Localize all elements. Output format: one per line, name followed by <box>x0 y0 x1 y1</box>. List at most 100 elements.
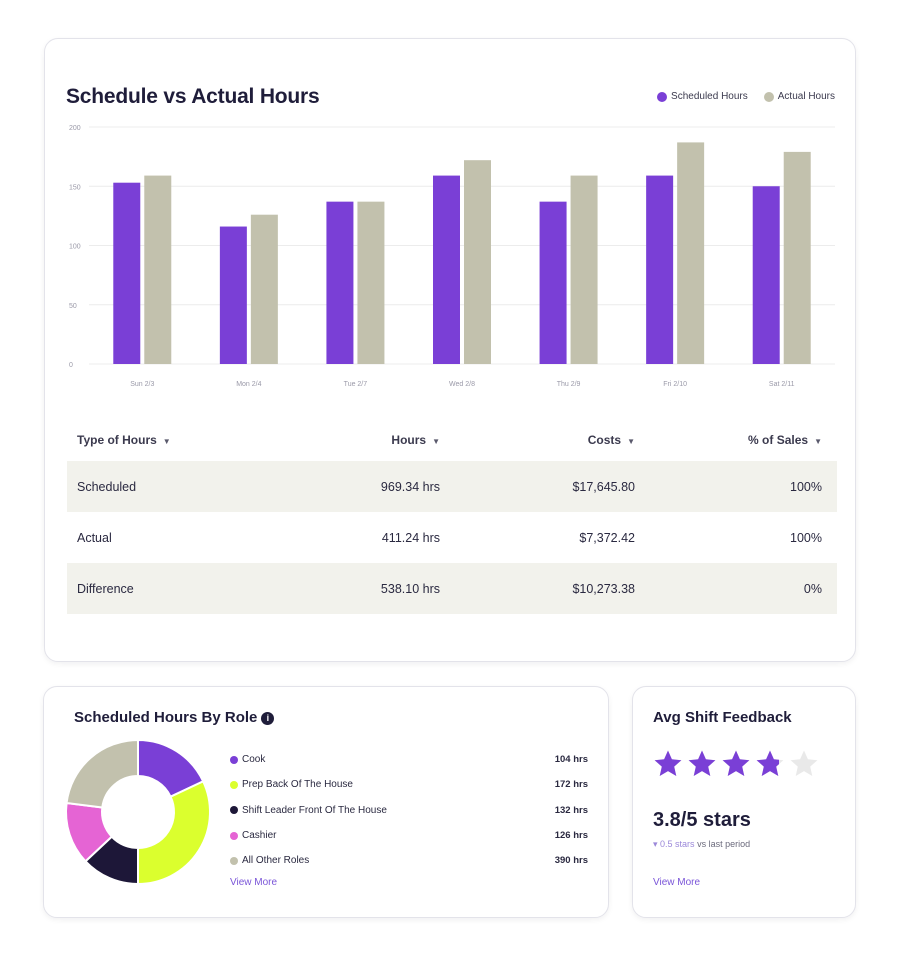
info-icon[interactable]: i <box>261 711 275 725</box>
cell-type: Difference <box>77 581 134 596</box>
delta-value: ▾ 0.5 stars <box>653 839 695 849</box>
hours-table: Type of Hours ▼ Hours ▼ Costs ▼ % of Sales ▼… <box>67 419 837 614</box>
legend-label-scheduled: Scheduled Hours <box>671 91 748 102</box>
cell-type: Scheduled <box>77 479 137 494</box>
x-tick-label: Sun 2/3 <box>130 381 154 388</box>
list-item: Cook 104 hrs <box>230 747 588 772</box>
role-label: All Other Roles <box>242 855 310 867</box>
role-color-dot <box>230 806 238 815</box>
star-rating <box>653 749 819 779</box>
header-costs-label: Costs <box>587 433 622 447</box>
header-hours[interactable]: Hours ▼ <box>297 433 440 447</box>
bar-actual[interactable] <box>144 175 172 364</box>
bar-scheduled[interactable] <box>113 182 141 364</box>
bar-actual[interactable] <box>783 151 811 364</box>
star-icon <box>688 750 716 776</box>
role-label: Cashier <box>242 830 277 842</box>
role-view-more-link[interactable]: View More <box>230 877 278 888</box>
donut-slice[interactable] <box>65 738 139 809</box>
cell-pct: 100% <box>790 479 822 494</box>
table-row: Actual 411.24 hrs $7,372.42 100% <box>67 512 837 563</box>
feedback-view-more-link[interactable]: View More <box>653 877 701 888</box>
table-header: Type of Hours ▼ Hours ▼ Costs ▼ % of Sales ▼ <box>67 419 837 461</box>
role-card-title: Scheduled Hours By Role i <box>74 709 275 726</box>
legend-item-actual[interactable]: Actual Hours <box>763 91 835 102</box>
role-hours: 104 hrs <box>554 754 588 766</box>
role-hours: 172 hrs <box>554 779 588 791</box>
role-color-dot <box>230 856 238 865</box>
x-tick-label: Fri 2/10 <box>663 381 687 388</box>
role-list: Cook 104 hrs Prep Back Of The House 172 … <box>230 747 588 873</box>
legend-label-actual: Actual Hours <box>777 91 835 102</box>
y-tick-label: 50 <box>69 303 77 310</box>
cell-pct: 0% <box>803 581 822 596</box>
bar-scheduled[interactable] <box>219 226 247 364</box>
role-color-dot <box>230 755 238 764</box>
star-icon <box>756 750 784 776</box>
legend-dot-scheduled <box>657 91 668 102</box>
sort-caret-icon: ▼ <box>627 437 635 446</box>
header-pct-label: % of Sales <box>748 433 809 447</box>
bar-actual[interactable] <box>677 142 705 364</box>
header-type-label: Type of Hours <box>77 433 157 447</box>
sort-caret-icon: ▼ <box>432 437 440 446</box>
sort-caret-icon: ▼ <box>814 437 822 446</box>
chart-title: Schedule vs Actual Hours <box>66 85 320 108</box>
rating-delta: ▾ 0.5 stars vs last period <box>653 839 750 850</box>
scheduled-hours-by-role-card: Scheduled Hours By Role i Cook 104 hrs Pr… <box>43 686 609 918</box>
header-type-of-hours[interactable]: Type of Hours ▼ <box>67 433 297 447</box>
role-card-title-text: Scheduled Hours By Role <box>74 709 258 726</box>
rating-value: 3.8/5 stars <box>653 809 751 831</box>
x-tick-label: Sat 2/11 <box>769 381 795 388</box>
bar-actual[interactable] <box>570 175 598 364</box>
role-label: Prep Back Of The House <box>242 779 353 791</box>
y-tick-label: 150 <box>69 184 81 191</box>
delta-suffix: vs last period <box>697 839 751 849</box>
x-tick-label: Thu 2/9 <box>557 381 581 388</box>
role-donut-chart <box>65 738 211 886</box>
table-row: Scheduled 969.34 hrs $17,645.80 100% <box>67 461 837 512</box>
x-tick-label: Mon 2/4 <box>236 381 261 388</box>
cell-hours: 969.34 hrs <box>380 479 440 494</box>
list-item: Cashier 126 hrs <box>230 823 588 848</box>
chart-legend: Scheduled Hours Actual Hours <box>657 91 835 102</box>
bar-scheduled[interactable] <box>433 175 460 364</box>
role-label: Cook <box>242 754 266 766</box>
bar-scheduled[interactable] <box>646 175 674 364</box>
bar-chart: 200 150 100 50 0 Sun 2/3 Mon 2/4 Tue 2/7 Wed 2/8… <box>69 125 835 388</box>
role-hours: 132 hrs <box>554 804 588 816</box>
bar-actual[interactable] <box>250 214 278 364</box>
x-tick-label: Wed 2/8 <box>449 381 475 388</box>
role-color-dot <box>230 780 238 789</box>
bar-scheduled[interactable] <box>752 186 780 364</box>
bar-actual[interactable] <box>464 160 491 364</box>
header-hours-label: Hours <box>391 433 427 447</box>
cell-pct: 100% <box>790 530 822 545</box>
bar-scheduled[interactable] <box>326 201 354 364</box>
role-hours: 390 hrs <box>554 855 588 867</box>
cell-hours: 538.10 hrs <box>380 581 440 596</box>
cell-costs: $17,645.80 <box>572 479 635 494</box>
x-tick-label: Tue 2/7 <box>344 381 368 388</box>
donut-slice[interactable] <box>137 780 211 886</box>
star-icon <box>790 750 818 776</box>
header-costs[interactable]: Costs ▼ <box>440 433 635 447</box>
legend-item-scheduled[interactable]: Scheduled Hours <box>657 91 748 102</box>
feedback-card-title: Avg Shift Feedback <box>653 709 792 726</box>
role-label: Shift Leader Front Of The House <box>242 804 387 816</box>
star-icon <box>722 750 750 776</box>
role-hours: 126 hrs <box>554 830 588 842</box>
cell-costs: $7,372.42 <box>579 530 635 545</box>
header-pct-of-sales[interactable]: % of Sales ▼ <box>635 433 830 447</box>
avg-shift-feedback-card: Avg Shift Feedback 3.8/5 stars ▾ 0.5 sta… <box>632 686 856 918</box>
bar-actual[interactable] <box>357 201 385 364</box>
y-tick-label: 200 <box>69 125 81 132</box>
cell-type: Actual <box>77 530 112 545</box>
list-item: All Other Roles 390 hrs <box>230 848 588 873</box>
role-color-dot <box>230 831 238 840</box>
bar-scheduled[interactable] <box>539 201 567 364</box>
sort-caret-icon: ▼ <box>162 437 171 446</box>
y-tick-label: 0 <box>69 362 73 369</box>
legend-dot-actual <box>763 91 774 102</box>
cell-costs: $10,273.38 <box>572 581 635 596</box>
